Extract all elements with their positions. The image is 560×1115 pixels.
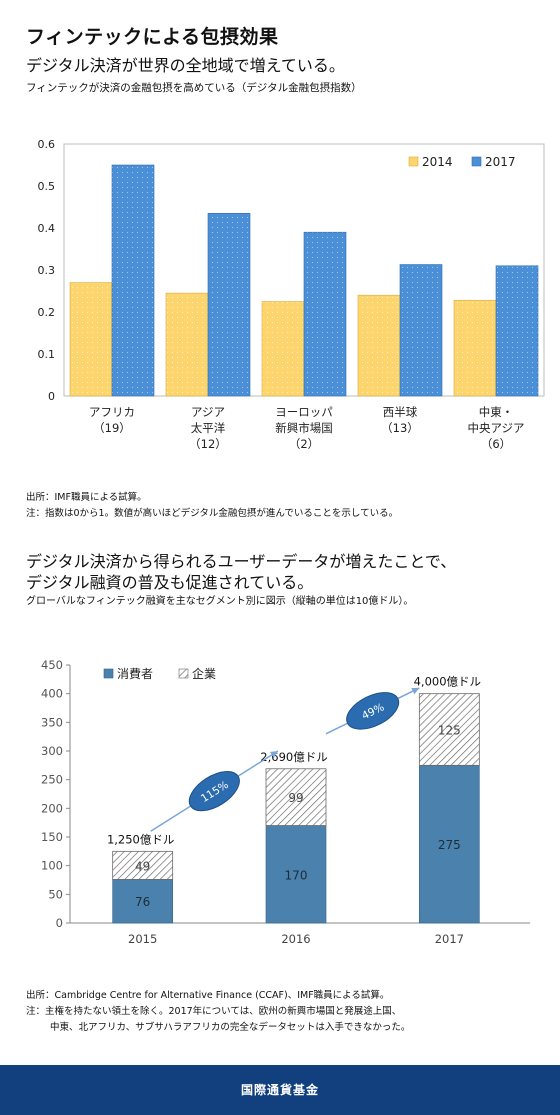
chart1-bar-2017-4 <box>399 264 443 397</box>
page-subtitle: デジタル決済が世界の全地域で増えている。 <box>26 56 345 75</box>
chart1-bar-2014-1 <box>69 282 113 397</box>
page-title: フィンテックによる包摂効果 <box>26 26 279 48</box>
chart2-legend-label-corporate: 企業 <box>192 666 216 681</box>
chart2-bar-consumer-2016 <box>265 825 327 924</box>
section2-heading-line2: デジタル融資の普及も促進されている。 <box>26 573 314 592</box>
chart2-ytick-label: 450 <box>41 658 63 672</box>
chart2-growth-badge: 115% <box>188 771 240 812</box>
chart2-ytick-label: 150 <box>41 830 63 844</box>
chart2-ytick-label: 250 <box>41 773 63 787</box>
chart2-note-line2: 中東、北アフリカ、サブサハラアフリカの完全なデータセットは入手できなかった。 <box>50 1022 411 1033</box>
chart1-category-label: ヨーロッパ <box>275 405 333 419</box>
chart1-category-label: アジア <box>191 405 225 419</box>
chart2-note-line1: 注：主権を持たない領土を除く。2017年については、欧州の新興市場国と発展途上国… <box>26 1006 402 1017</box>
chart1-caption: フィンテックが決済の金融包摂を高めている（デジタル金融包摂指数） <box>26 82 362 94</box>
chart2-ytick-label: 100 <box>41 859 63 873</box>
chart1-category-label: 中央アジア <box>467 421 524 435</box>
chart1-category-label: （13） <box>381 421 419 435</box>
chart2-total-label: 2,690億ドル <box>260 750 327 764</box>
chart2-value-label-corporate: 99 <box>288 791 303 805</box>
chart1-bar-2014-5 <box>453 299 497 397</box>
chart1-category-label: 新興市場国 <box>275 421 333 435</box>
chart2-ytick-label: 300 <box>41 744 63 758</box>
chart2-growth-arrow-head <box>411 687 420 695</box>
chart2-bar-consumer-2015 <box>112 879 173 924</box>
chart1-category-label: （19） <box>93 421 131 435</box>
chart1-legend-label-2017: 2017 <box>485 155 516 169</box>
section2-heading-line1: デジタル決済から得られるユーザーデータが増えたことで、 <box>26 552 457 571</box>
chart1-ytick-label: 0.6 <box>38 138 56 151</box>
chart2-category-label: 2015 <box>128 932 157 946</box>
chart1-source: 出所：IMF職員による試算。 <box>26 492 147 503</box>
chart1-category-label: （12） <box>189 437 227 451</box>
chart1-category-label: （6） <box>481 437 511 451</box>
chart1-ytick-label: 0.5 <box>38 180 56 193</box>
chart2-value-label-corporate: 125 <box>438 724 461 738</box>
chart1-bar-2014-4 <box>357 294 401 397</box>
chart2-caption: グローバルなフィンテック融資を主なセグメント別に図示（縦軸の単位は10億ドル）。 <box>26 596 414 607</box>
chart1-bar-2017-1 <box>111 164 155 397</box>
chart2: 0 50 100 150 200 250 300 350 400 450 76 49 1,250億ドル 2… <box>41 658 530 946</box>
chart2-bar-corporate-2015 <box>112 850 174 880</box>
chart1-category-label: （2） <box>289 437 319 451</box>
chart1-category-label: 中東・ <box>479 405 514 419</box>
chart2-value-label-consumer: 76 <box>135 895 150 909</box>
chart1-category-label: アフリカ <box>89 405 135 419</box>
chart2-ytick-label: 350 <box>41 715 63 729</box>
chart2-growth-badge: 49% <box>346 692 400 730</box>
chart2-category-label: 2017 <box>435 932 464 946</box>
chart1-category-label: 西半球 <box>383 405 418 419</box>
chart2-value-label-consumer: 275 <box>438 838 461 852</box>
chart2-legend-label-consumer: 消費者 <box>117 666 153 681</box>
chart2-ytick-label: 400 <box>41 687 63 701</box>
chart1-ytick-label: 0 <box>48 390 55 403</box>
footer-org-name: 国際通貨基金 <box>240 1083 319 1097</box>
chart1-bar-2014-3 <box>261 301 305 397</box>
chart1-legend-swatch-2014 <box>408 156 419 167</box>
chart1-bar-2017-3 <box>303 231 347 397</box>
chart2-growth-arrow-head <box>270 751 278 758</box>
chart1-ytick-label: 0.3 <box>38 264 56 277</box>
chart1-bar-2017-5 <box>495 265 539 397</box>
chart2-value-label-consumer: 170 <box>285 868 308 882</box>
chart1-bar-2017-2 <box>207 213 251 397</box>
chart2-bar-corporate-2017 <box>418 693 480 766</box>
chart1-ytick-label: 0.1 <box>38 348 56 361</box>
chart2-value-label-corporate: 49 <box>135 859 150 873</box>
chart1-legend-label-2014: 2014 <box>422 155 453 169</box>
chart2-ytick-label: 50 <box>48 887 63 901</box>
chart1-category-label: 太平洋 <box>191 421 226 435</box>
chart1-legend-swatch-2017 <box>471 156 482 167</box>
chart2-growth-oval <box>346 692 400 730</box>
chart1-bar-2014-2 <box>165 292 209 397</box>
chart2-ytick-label: 200 <box>41 801 63 815</box>
chart1-ytick-label: 0.2 <box>38 306 56 319</box>
chart2-source: 出所：Cambridge Centre for Alternative Fina… <box>26 990 390 1001</box>
chart2-ytick-label: 0 <box>56 916 63 930</box>
chart1-ytick-label: 0.4 <box>38 222 56 235</box>
chart2-legend-swatch-corporate <box>178 668 189 679</box>
chart2-category-label: 2016 <box>281 932 310 946</box>
footer-bar: 国際通貨基金 <box>0 1065 560 1115</box>
chart2-bar-corporate-2016 <box>265 768 327 826</box>
chart2-legend-swatch-consumer <box>103 668 114 679</box>
chart1-note: 注：指数は0から1。数値が高いほどデジタル金融包摂が進んでいることを示している。 <box>26 508 399 519</box>
chart2-total-label: 4,000億ドル <box>414 675 481 689</box>
chart2-growth-oval <box>188 771 240 812</box>
chart2-total-label: 1,250億ドル <box>107 832 174 846</box>
